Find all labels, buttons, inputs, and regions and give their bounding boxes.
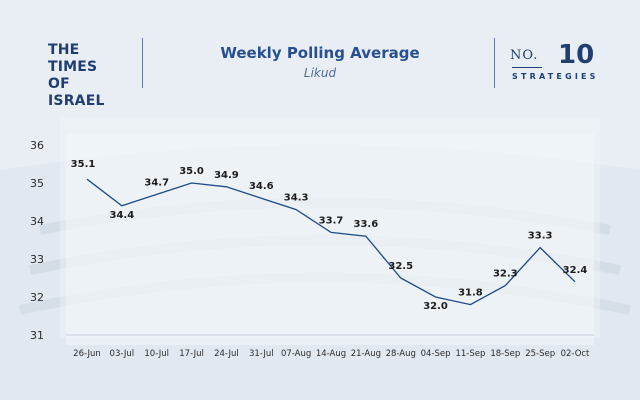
data-label: 31.8: [458, 288, 483, 299]
data-label: 32.5: [388, 261, 413, 272]
data-labels: 35.1 34.4 34.7 35.0 34.9 34.6 34.3 33.7 33.6 32.5…: [71, 159, 588, 312]
x-axis-ticks: 26-Jun 03-Jul 10-Jul 17-Jul 24-Jul 31-Jul 07-A…: [73, 349, 590, 359]
logo-prefix-underline: [512, 67, 542, 68]
header-divider-left: [142, 38, 143, 88]
x-tick-label: 28-Aug: [386, 349, 416, 359]
data-label: 35.0: [179, 166, 204, 177]
data-label: 33.3: [528, 231, 553, 242]
y-tick-label: 31: [30, 329, 44, 342]
brand-logo[interactable]: THE TIMES OF ISRAEL: [48, 42, 128, 110]
logo-number: 10: [558, 40, 595, 70]
likud-poll-line: [86, 178, 576, 306]
x-tick-label: 10-Jul: [144, 349, 169, 359]
x-tick-label: 26-Jun: [73, 349, 101, 359]
x-tick-label: 17-Jul: [179, 349, 204, 359]
data-label: 33.6: [354, 219, 379, 230]
logo-prefix: NO.: [510, 48, 539, 63]
data-label: 32.3: [493, 269, 518, 280]
x-tick-label: 14-Aug: [316, 349, 346, 359]
x-tick-label: 31-Jul: [249, 349, 274, 359]
data-label: 34.4: [110, 210, 135, 221]
x-tick-label: 07-Aug: [281, 349, 311, 359]
data-label: 33.7: [319, 215, 344, 226]
chart-title: Weekly Polling Average: [220, 44, 420, 62]
x-tick-label: 24-Jul: [214, 349, 239, 359]
x-tick-label: 11-Sep: [455, 349, 485, 359]
chart-subtitle: Likud: [303, 66, 337, 80]
y-tick-label: 35: [30, 177, 44, 190]
x-tick-label: 18-Sep: [490, 349, 520, 359]
header: THE TIMES OF ISRAEL Weekly Polling Avera…: [0, 0, 640, 118]
x-tick-label: 04-Sep: [421, 349, 451, 359]
brand-line-1: THE TIMES: [48, 42, 98, 75]
header-divider-right: [494, 38, 495, 88]
brand-line-2: OF ISRAEL: [48, 76, 105, 109]
y-axis-ticks: 31 32 33 34 35 36: [30, 139, 44, 342]
y-tick-label: 33: [30, 253, 44, 266]
no10-strategies-logo: NO. 10 STRATEGIES: [508, 40, 624, 86]
x-tick-label: 03-Jul: [110, 349, 135, 359]
logo-word: STRATEGIES: [512, 72, 599, 81]
data-label: 34.7: [144, 177, 169, 188]
x-tick-label: 02-Oct: [561, 349, 590, 359]
plot-area: [66, 133, 594, 345]
x-tick-label: 25-Sep: [525, 349, 555, 359]
x-tick-label: 21-Aug: [351, 349, 381, 359]
data-label: 34.3: [284, 193, 309, 204]
data-label: 32.0: [423, 301, 448, 312]
y-tick-label: 34: [30, 215, 44, 228]
data-label: 34.6: [249, 181, 274, 192]
y-tick-label: 32: [30, 291, 44, 304]
data-label: 34.9: [214, 170, 239, 181]
y-tick-label: 36: [30, 139, 44, 152]
data-label: 35.1: [71, 159, 96, 170]
data-label: 32.4: [563, 265, 588, 276]
